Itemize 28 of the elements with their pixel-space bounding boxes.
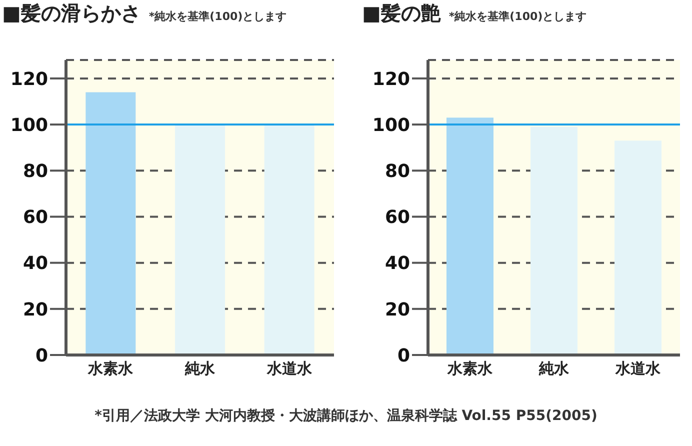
chart-title: ■髪の滑らかさ (2, 1, 141, 25)
x-tick-label: 水道水 (266, 360, 313, 378)
y-tick-label: 80 (22, 161, 48, 182)
y-tick-label: 60 (22, 207, 48, 228)
chart-subtitle: *純水を基準(100)とします (148, 10, 287, 23)
bar (530, 126, 578, 355)
y-tick-label: 100 (372, 114, 410, 136)
y-tick-label: 40 (22, 253, 48, 274)
chart-title: ■髪の艶 (362, 1, 441, 25)
x-tick-label: 水素水 (87, 360, 134, 378)
y-tick-label: 20 (22, 299, 48, 320)
x-tick-label: 純水 (538, 360, 570, 378)
x-tick-label: 水道水 (614, 360, 662, 378)
chart-subtitle: *純水を基準(100)とします (448, 10, 587, 23)
x-tick-label: 純水 (184, 360, 216, 378)
text: *引用／法政大学 大河内教授・大波講師ほか、温泉科学誌 Vol.55 P55(2005) (94, 407, 598, 425)
y-tick-label: 120 (372, 68, 410, 90)
y-tick-label: 120 (10, 68, 48, 90)
y-tick-label: 0 (35, 345, 48, 366)
bar (446, 118, 494, 355)
y-tick-label: 0 (397, 345, 410, 366)
bar (614, 140, 662, 355)
y-tick-label: 60 (384, 207, 410, 228)
y-tick-label: 40 (384, 253, 410, 274)
y-tick-label: 100 (10, 114, 48, 136)
y-tick-label: 20 (384, 299, 410, 320)
y-tick-label: 80 (384, 161, 410, 182)
x-tick-label: 水素水 (446, 360, 494, 378)
